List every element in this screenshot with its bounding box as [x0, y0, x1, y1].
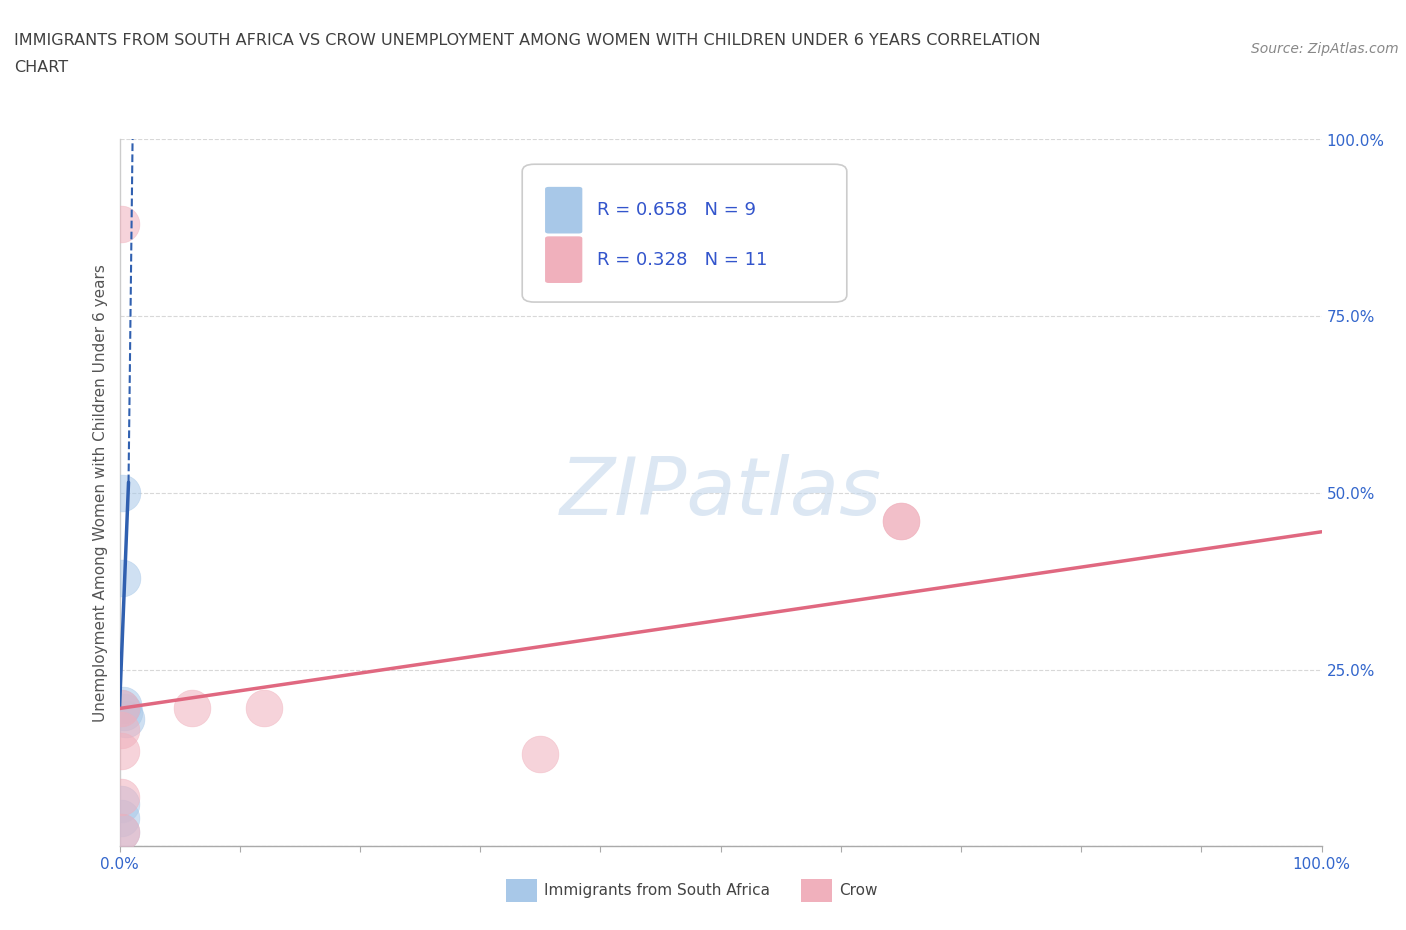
Point — [114, 711, 136, 726]
Point — [180, 701, 202, 716]
Text: R = 0.328   N = 11: R = 0.328 N = 11 — [596, 251, 768, 269]
Point — [110, 811, 132, 826]
Point — [111, 570, 134, 585]
Text: Immigrants from South Africa: Immigrants from South Africa — [544, 883, 770, 897]
Point — [110, 701, 132, 716]
Y-axis label: Unemployment Among Women with Children Under 6 years: Unemployment Among Women with Children U… — [93, 264, 108, 722]
Text: Source: ZipAtlas.com: Source: ZipAtlas.com — [1251, 42, 1399, 56]
Point — [112, 705, 135, 720]
Point — [110, 796, 132, 811]
FancyBboxPatch shape — [546, 236, 582, 283]
Point — [111, 485, 134, 500]
Point — [110, 825, 132, 840]
Point — [110, 701, 132, 716]
Point — [110, 790, 132, 804]
Text: CHART: CHART — [14, 60, 67, 75]
Text: Crow: Crow — [839, 883, 877, 897]
Point — [110, 743, 132, 758]
Text: ZIPatlas: ZIPatlas — [560, 454, 882, 532]
Point — [890, 513, 912, 528]
Text: R = 0.658   N = 9: R = 0.658 N = 9 — [596, 201, 756, 219]
Point — [110, 723, 132, 737]
FancyBboxPatch shape — [522, 165, 846, 302]
Point — [253, 701, 276, 716]
Point — [529, 747, 551, 762]
Point — [112, 698, 135, 712]
Text: IMMIGRANTS FROM SOUTH AFRICA VS CROW UNEMPLOYMENT AMONG WOMEN WITH CHILDREN UNDE: IMMIGRANTS FROM SOUTH AFRICA VS CROW UNE… — [14, 33, 1040, 47]
Point — [110, 825, 132, 840]
Point — [110, 217, 132, 232]
Point — [890, 513, 912, 528]
FancyBboxPatch shape — [546, 187, 582, 233]
